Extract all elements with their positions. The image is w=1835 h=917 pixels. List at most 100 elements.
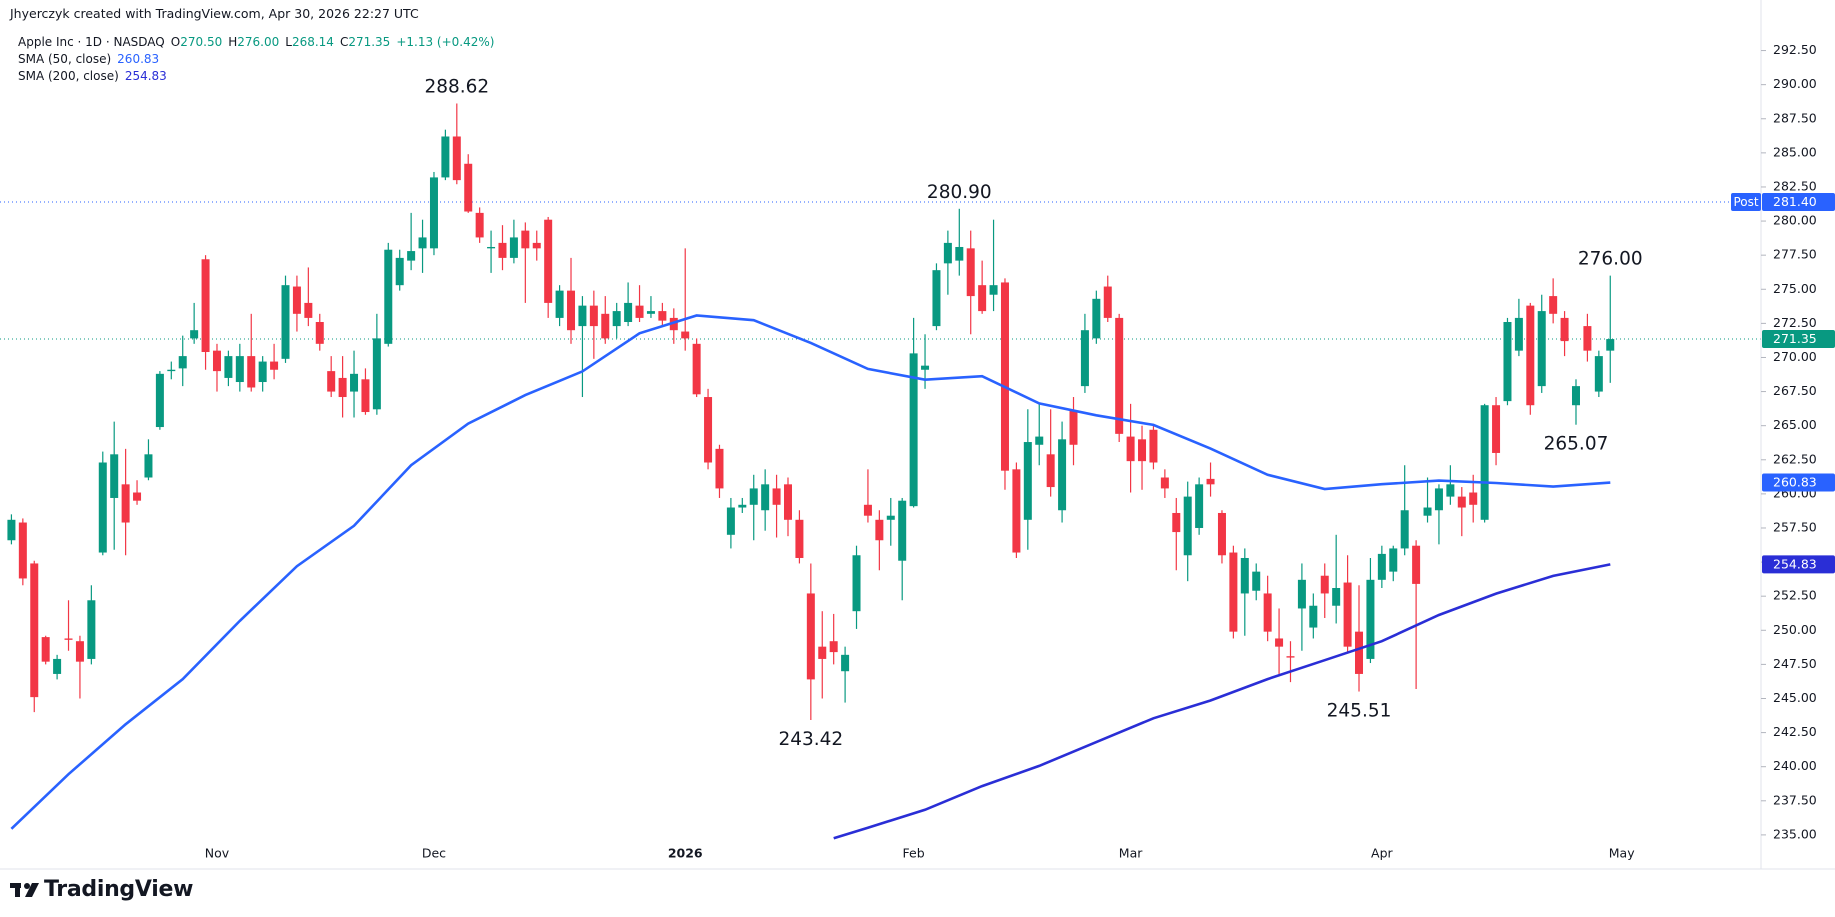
candle-body	[555, 290, 564, 318]
candle-body	[1217, 512, 1226, 556]
quote-key: H	[228, 35, 238, 49]
candle-body	[7, 519, 16, 541]
price-tag-label: 254.83	[1773, 556, 1817, 571]
sma-line	[833, 563, 1611, 840]
price-tag	[1762, 555, 1835, 574]
candle-body	[521, 230, 530, 249]
candle-body	[258, 361, 267, 383]
candle-body	[224, 356, 233, 378]
price-annotation: 288.62	[424, 76, 489, 97]
candle-body	[818, 646, 827, 659]
candle-body	[1080, 330, 1089, 387]
price-tag-label: 260.83	[1773, 475, 1817, 490]
quote-value: 270.50	[180, 35, 223, 49]
y-tick-label: 265.00	[1773, 417, 1817, 432]
y-tick-label: 290.00	[1773, 76, 1817, 91]
candle-body	[1172, 512, 1181, 533]
candle-body	[726, 507, 735, 535]
quote-key: O	[170, 35, 181, 49]
candle-body	[841, 654, 850, 672]
symbol-row: Apple Inc · 1D · NASDAQ O270.50 H276.00 L26…	[18, 34, 494, 51]
x-tick-label: Mar	[1119, 846, 1143, 861]
candle-body	[772, 488, 781, 505]
candle-body	[1549, 296, 1558, 314]
candle-body	[452, 136, 461, 181]
candle-body	[1446, 484, 1455, 497]
candle-body	[1012, 469, 1021, 553]
x-tick-label: 2026	[668, 846, 703, 861]
y-tick-label: 280.00	[1773, 213, 1817, 228]
candle-body	[464, 163, 473, 212]
candle-body	[1183, 496, 1192, 556]
candle-body	[544, 219, 553, 303]
axes: 235.00 237.50 240.00 242.50 245.00 247.50 250.…	[205, 42, 1835, 861]
candle-body	[18, 522, 27, 579]
candle-body	[932, 270, 941, 327]
candle-body	[1343, 582, 1352, 647]
candle-body	[1138, 439, 1147, 462]
candle-body	[1423, 507, 1432, 516]
candle-body	[1229, 552, 1238, 632]
candle-body	[178, 356, 187, 369]
price-tag	[1762, 330, 1835, 349]
plot-area: 288.62 280.90 276.00 265.07 245.51 243.42	[0, 76, 1761, 840]
candle-body	[212, 350, 221, 372]
candle-body	[1492, 405, 1501, 453]
x-tick-label: Nov	[205, 846, 230, 861]
candle-body	[1480, 405, 1489, 520]
candle-body	[715, 448, 724, 489]
candle-body	[235, 356, 244, 383]
candle-body	[1434, 488, 1443, 511]
y-tick-label: 292.50	[1773, 42, 1817, 57]
candle-body	[487, 246, 496, 249]
x-tick-label: Dec	[422, 846, 446, 861]
candle-body	[98, 462, 107, 553]
candle-body	[624, 302, 633, 323]
candle-body	[1252, 571, 1261, 591]
candle-body	[1457, 496, 1466, 508]
candle-body	[441, 136, 450, 178]
candle-body	[1514, 317, 1523, 351]
candle-body	[121, 484, 130, 523]
candle-body	[761, 484, 770, 511]
candle-body	[1206, 478, 1215, 485]
candle-body	[327, 371, 336, 392]
candle-body	[498, 242, 507, 258]
candle-body	[943, 242, 952, 264]
price-annotation: 265.07	[1544, 434, 1609, 455]
y-tick-label: 287.50	[1773, 110, 1817, 125]
candle-body	[1115, 317, 1124, 434]
candle-body	[304, 302, 313, 318]
candle-body	[395, 257, 404, 286]
candle-body	[909, 353, 918, 507]
legend-value: 260.83	[117, 52, 160, 66]
quote-key: L	[285, 35, 292, 49]
candle-body	[292, 286, 301, 314]
candle-body	[1606, 339, 1615, 351]
candle-body	[1320, 575, 1329, 594]
price-annotation: 243.42	[778, 729, 843, 750]
candle-body	[53, 658, 62, 674]
legend-value: 254.83	[124, 69, 167, 83]
candle-body	[1412, 545, 1421, 584]
candle-body	[144, 454, 153, 478]
candle-body	[966, 248, 975, 297]
candle-body	[806, 593, 815, 680]
y-tick-label: 275.00	[1773, 281, 1817, 296]
y-tick-label: 282.50	[1773, 178, 1817, 193]
candle-body	[1286, 656, 1295, 658]
candle-body	[384, 249, 393, 344]
candle-body	[989, 285, 998, 295]
candle-body	[155, 373, 164, 428]
y-tick-label: 245.00	[1773, 690, 1817, 705]
candle-body	[64, 638, 73, 640]
candle-body	[1571, 386, 1580, 406]
candle-body	[1583, 326, 1592, 351]
y-tick-label: 272.50	[1773, 315, 1817, 330]
candle-body	[783, 484, 792, 520]
candle-body	[87, 600, 96, 659]
candle-body	[1332, 588, 1341, 606]
candle-body	[898, 500, 907, 561]
